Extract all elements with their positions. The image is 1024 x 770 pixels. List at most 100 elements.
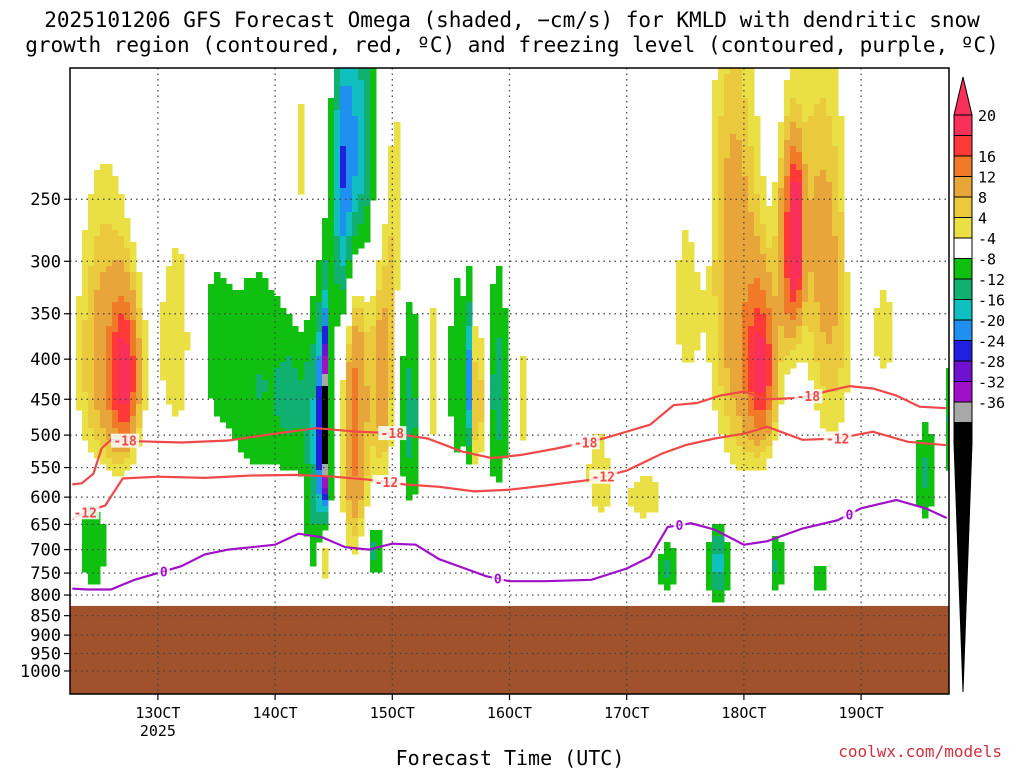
omega-cell [724,86,731,93]
omega-cell [100,332,107,339]
contour-label: -12 [592,471,615,486]
omega-cell [778,248,785,255]
omega-cell [136,398,143,405]
omega-cell [412,410,419,417]
omega-cell [346,92,353,99]
omega-cell [94,200,101,207]
omega-cell [448,332,455,339]
omega-cell [304,404,311,411]
omega-cell [808,272,815,279]
omega-cell [736,386,743,393]
omega-cell [718,92,725,99]
omega-cell [748,182,755,189]
omega-cell [130,338,137,345]
x-tick-year: 2025 [140,722,176,740]
omega-cell [388,392,395,399]
omega-cell [316,446,323,453]
omega-cell [130,404,137,411]
omega-cell [328,146,335,153]
omega-cell [694,314,701,321]
omega-cell [220,356,227,363]
omega-cell [364,380,371,387]
omega-cell [274,332,281,339]
omega-cell [832,422,839,429]
omega-cell [208,362,215,369]
omega-cell [496,434,503,441]
omega-cell [760,320,767,327]
omega-cell [730,350,737,357]
omega-cell [328,200,335,207]
omega-cell [838,152,845,159]
omega-cell [274,308,281,315]
omega-cell [808,206,815,213]
omega-cell [454,356,461,363]
omega-cell [124,278,131,285]
omega-cell [832,350,839,357]
omega-cell [784,260,791,267]
omega-cell [760,374,767,381]
omega-cell [730,200,737,207]
omega-cell [370,98,377,105]
omega-cell [802,290,809,297]
omega-cell [448,356,455,363]
omega-cell [370,362,377,369]
omega-cell [790,338,797,345]
omega-cell [106,266,113,273]
omega-cell [778,230,785,237]
omega-cell [94,272,101,279]
omega-cell [136,302,143,309]
omega-cell [718,188,725,195]
y-tick-label: 750 [30,564,61,584]
omega-cell [844,308,851,315]
omega-cell [490,320,497,327]
omega-cell [724,308,731,315]
omega-cell [760,206,767,213]
omega-cell [724,446,731,453]
colorbar-label: 4 [978,210,987,228]
omega-cell [760,194,767,201]
omega-cell [220,416,227,423]
omega-cell [802,350,809,357]
omega-cell [838,350,845,357]
omega-cell [142,326,149,333]
omega-cell [124,236,131,243]
omega-cell [412,422,419,429]
omega-cell [322,362,329,369]
omega-cell [688,278,695,285]
omega-cell [406,320,413,327]
omega-cell [208,314,215,321]
omega-cell [370,80,377,87]
omega-cell [172,272,179,279]
omega-cell [106,338,113,345]
omega-cell [112,278,119,285]
omega-cell [712,368,719,375]
omega-cell [268,344,275,351]
omega-cell [670,566,677,573]
omega-cell [778,134,785,141]
omega-cell [88,344,95,351]
omega-cell [766,398,773,405]
omega-cell [754,146,761,153]
omega-cell [412,440,419,447]
omega-cell [712,92,719,99]
omega-cell [268,290,275,297]
omega-cell [382,452,389,459]
omega-cell [256,284,263,291]
omega-cell [766,386,773,393]
omega-cell [502,332,509,339]
omega-cell [766,254,773,261]
omega-cell [310,308,317,315]
omega-cell [790,194,797,201]
omega-cell [334,98,341,105]
omega-cell [328,434,335,441]
omega-cell [328,224,335,231]
omega-cell [778,548,785,555]
omega-cell [316,524,323,531]
omega-cell [370,452,377,459]
omega-cell [694,284,701,291]
omega-cell [406,458,413,465]
omega-cell [130,380,137,387]
omega-cell [310,440,317,447]
omega-cell [454,296,461,303]
omega-cell [346,80,353,87]
